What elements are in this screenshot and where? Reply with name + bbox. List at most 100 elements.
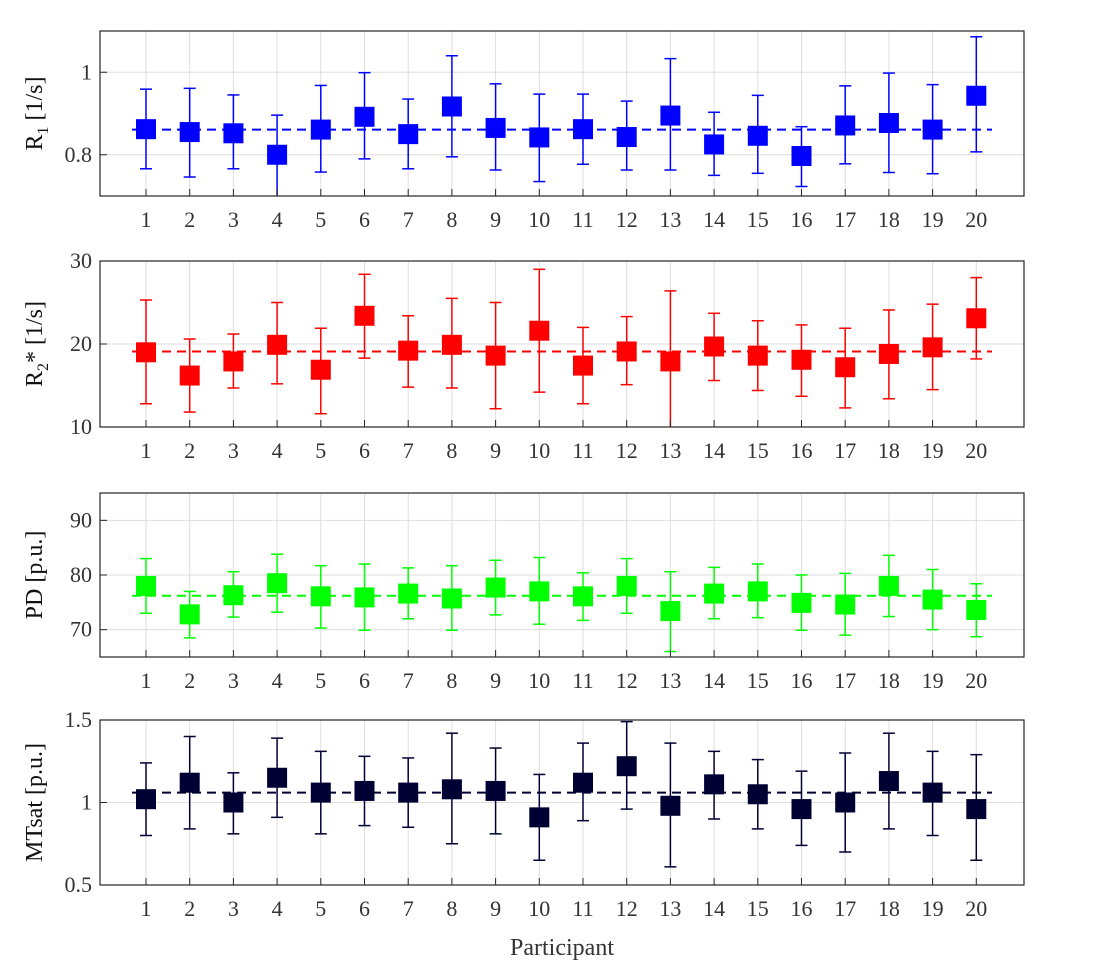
- data-point: [441, 779, 462, 800]
- x-tick-label: 5: [315, 438, 326, 463]
- data-point: [573, 586, 593, 607]
- x-tick-label: 7: [403, 668, 414, 693]
- data-point: [878, 575, 899, 596]
- x-tick-label: 1: [141, 438, 152, 463]
- x-tick-label: 14: [703, 896, 725, 921]
- data-point: [529, 581, 550, 602]
- x-tick-label: 4: [272, 207, 283, 232]
- data-point: [485, 577, 506, 598]
- x-tick-label: 11: [572, 896, 593, 921]
- data-point: [223, 585, 244, 606]
- x-tick-label: 3: [228, 207, 239, 232]
- x-tick-label: 10: [528, 668, 550, 693]
- x-tick-label: 2: [184, 438, 195, 463]
- x-tick-label: 19: [922, 207, 944, 232]
- data-point: [354, 780, 375, 801]
- data-point: [398, 124, 419, 145]
- data-point: [223, 123, 244, 144]
- data-point: [529, 127, 550, 148]
- data-point: [136, 119, 156, 140]
- data-point: [179, 772, 200, 793]
- x-tick-label: 17: [834, 668, 856, 693]
- x-tick-label: 20: [965, 668, 987, 693]
- data-point: [660, 601, 681, 622]
- x-tick-label: 10: [528, 438, 550, 463]
- data-point: [835, 115, 856, 136]
- y-tick-label: 0.5: [65, 872, 93, 897]
- x-tick-label: 8: [446, 668, 457, 693]
- data-point: [573, 355, 593, 376]
- x-tick-label: 17: [834, 438, 856, 463]
- x-tick-label: 20: [965, 207, 987, 232]
- data-point: [835, 792, 856, 813]
- x-tick-label: 1: [141, 668, 152, 693]
- x-tick-label: 11: [572, 668, 593, 693]
- data-point: [310, 119, 331, 140]
- data-point: [791, 799, 812, 820]
- x-tick-label: 17: [834, 207, 856, 232]
- x-tick-label: 12: [616, 438, 638, 463]
- data-point: [747, 345, 768, 366]
- x-tick-label: 9: [490, 207, 501, 232]
- data-point: [704, 134, 725, 155]
- data-point: [310, 586, 331, 607]
- data-point: [267, 573, 288, 594]
- data-point: [398, 583, 419, 604]
- data-point: [791, 592, 812, 613]
- x-tick-label: 18: [878, 438, 900, 463]
- data-point: [660, 795, 681, 816]
- data-point: [136, 342, 156, 363]
- y-tick-label: 0.8: [65, 142, 93, 167]
- x-tick-label: 9: [490, 896, 501, 921]
- data-point: [441, 96, 462, 117]
- data-point: [922, 782, 943, 803]
- data-point: [310, 782, 331, 803]
- series-markers: [136, 720, 987, 868]
- x-tick-label: 12: [616, 668, 638, 693]
- x-tick-label: 14: [703, 438, 725, 463]
- data-point: [267, 144, 288, 165]
- data-point: [573, 772, 593, 793]
- x-tick-label: 16: [791, 668, 813, 693]
- data-point: [136, 789, 156, 810]
- x-tick-label: 18: [878, 668, 900, 693]
- data-point: [747, 581, 768, 602]
- x-tick-label: 3: [228, 896, 239, 921]
- x-tick-label: 8: [446, 438, 457, 463]
- x-tick-label: 10: [528, 207, 550, 232]
- x-tick-label: 3: [228, 668, 239, 693]
- y-axis-label: R2* [1/s]: [22, 301, 52, 387]
- data-point: [704, 774, 725, 795]
- data-point: [616, 127, 637, 148]
- data-point: [179, 604, 200, 625]
- data-point: [747, 125, 768, 146]
- data-point: [966, 599, 987, 620]
- x-tick-label: 2: [184, 668, 195, 693]
- y-axis-label: R1 [1/s]: [22, 76, 52, 150]
- x-tick-label: 20: [965, 896, 987, 921]
- data-point: [179, 122, 200, 143]
- x-tick-label: 15: [747, 896, 769, 921]
- x-tick-label: 1: [141, 896, 152, 921]
- y-tick-label: 1: [81, 790, 92, 815]
- x-tick-label: 15: [747, 207, 769, 232]
- x-tick-label: 4: [272, 668, 283, 693]
- x-tick-label: 13: [659, 438, 681, 463]
- x-tick-label: 1: [141, 207, 152, 232]
- y-tick-label: 70: [70, 617, 92, 642]
- data-point: [660, 351, 681, 372]
- x-tick-label: 15: [747, 668, 769, 693]
- x-tick-label: 4: [272, 896, 283, 921]
- data-point: [922, 337, 943, 358]
- data-point: [704, 336, 725, 357]
- x-tick-label: 20: [965, 438, 987, 463]
- x-tick-label: 18: [878, 896, 900, 921]
- axes-frame: [99, 30, 1025, 197]
- x-tick-label: 13: [659, 896, 681, 921]
- series-markers: [136, 268, 987, 427]
- data-point: [922, 119, 943, 140]
- data-point: [966, 85, 987, 106]
- data-point: [529, 320, 550, 341]
